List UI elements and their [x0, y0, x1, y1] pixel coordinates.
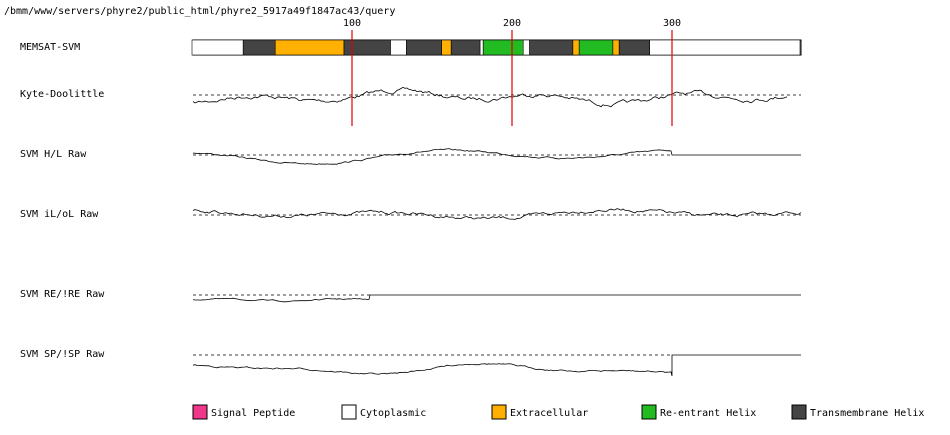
segment — [578, 39, 614, 56]
legend-label: Extracellular — [510, 408, 588, 419]
segment — [618, 39, 650, 56]
legend-label: Transmembrane Helix — [810, 408, 924, 419]
track-label: Kyte-Doolittle — [20, 89, 104, 100]
legend-label: Cytoplasmic — [360, 408, 426, 419]
trace — [192, 208, 802, 220]
track-label: MEMSAT-SVM — [20, 42, 80, 53]
path-title: /bmm/www/servers/phyre2/public_html/phyr… — [4, 6, 395, 17]
legend-swatch — [192, 404, 208, 420]
trace — [192, 354, 801, 377]
segment — [343, 39, 391, 56]
legend-label: Re-entrant Helix — [660, 408, 756, 419]
segment — [191, 39, 244, 56]
tick-label: 200 — [503, 18, 521, 29]
legend-swatch — [791, 404, 807, 420]
trace — [192, 294, 801, 303]
segment — [522, 39, 530, 56]
segment — [406, 39, 442, 56]
segment — [572, 39, 580, 56]
segment — [242, 39, 276, 56]
tick-label: 300 — [663, 18, 681, 29]
legend-swatch — [491, 404, 507, 420]
segment — [390, 39, 407, 56]
trace — [192, 86, 788, 108]
segment — [450, 39, 481, 56]
segment — [274, 39, 345, 56]
segment — [612, 39, 620, 56]
track-label: SVM RE/!RE Raw — [20, 289, 105, 300]
legend-swatch — [341, 404, 357, 420]
segment — [529, 39, 574, 56]
tick-label: 100 — [343, 18, 361, 29]
segment — [479, 39, 484, 56]
track-label: SVM H/L Raw — [20, 149, 87, 160]
legend-label: Signal Peptide — [211, 408, 295, 419]
legend-swatch — [641, 404, 657, 420]
track-label: SVM iL/oL Raw — [20, 209, 99, 220]
trace — [192, 148, 801, 165]
segment — [482, 39, 524, 56]
segment — [441, 39, 452, 56]
track-label: SVM SP/!SP Raw — [20, 349, 105, 360]
